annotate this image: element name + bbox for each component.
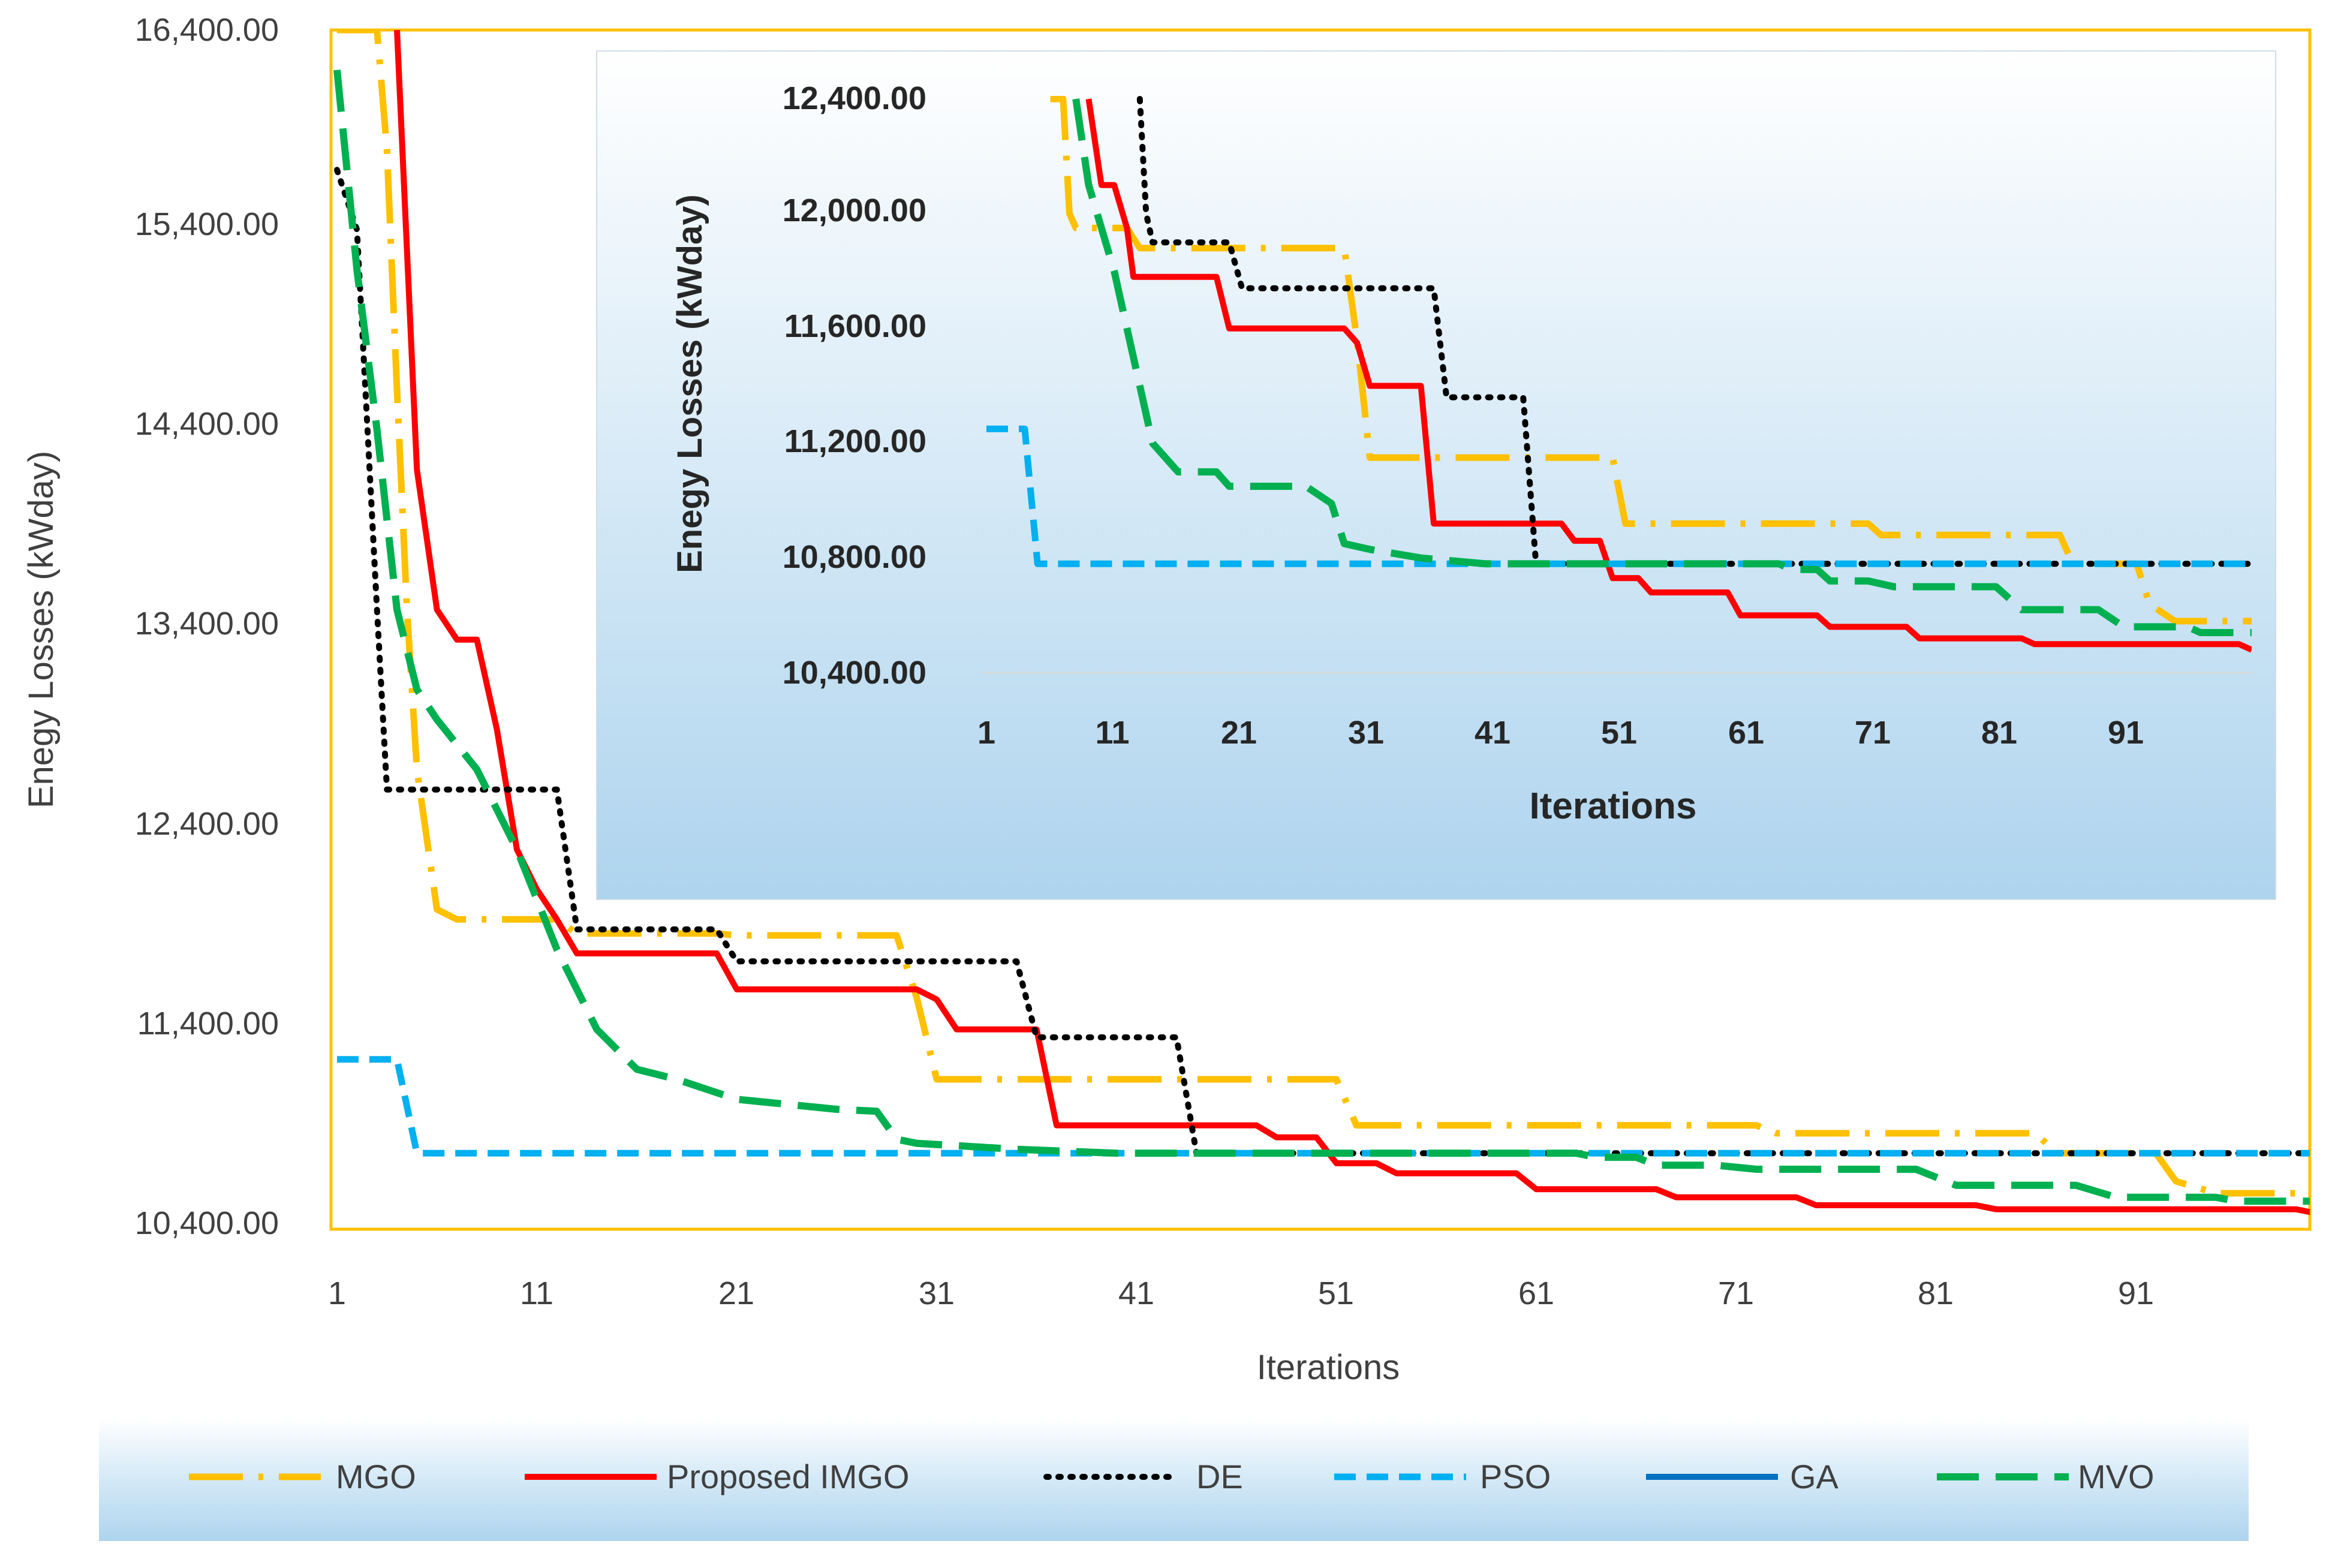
legend-item-ga[interactable]: GA (1646, 1458, 1839, 1495)
x-tick-label: 31 (919, 1275, 955, 1311)
chart-legend: MGO Proposed IMGO DE PSO GA MVO (189, 1458, 2155, 1495)
inset-y-axis-title: Enegy Losses (kWday) (670, 194, 709, 573)
main-series-line-pso (337, 1056, 2310, 1157)
legend-item-de[interactable]: DE (1043, 1458, 1243, 1495)
inset-x-axis: 1 11 21 31 41 51 61 71 81 91 (977, 715, 2144, 751)
main-x-axis: 1 11 21 31 41 51 61 71 81 91 (328, 1275, 2154, 1311)
legend-item-mgo[interactable]: MGO (189, 1458, 416, 1495)
legend-label-ga: GA (1790, 1458, 1839, 1495)
legend-item-proposed-imgo[interactable]: Proposed IMGO (525, 1458, 910, 1495)
inset-x-tick-label: 91 (2108, 715, 2144, 751)
inset-y-tick-label: 10,800.00 (783, 539, 926, 575)
y-tick-label: 15,400.00 (135, 206, 279, 242)
x-tick-label: 1 (328, 1275, 346, 1311)
legend-label-de: DE (1196, 1458, 1243, 1495)
legend-label-mvo: MVO (2078, 1458, 2155, 1495)
main-y-axis-title: Enegy Losses (kWday) (22, 451, 61, 808)
main-series-line-de (334, 167, 2310, 1157)
legend-item-mvo[interactable]: MVO (1937, 1458, 2155, 1495)
inset-x-tick-label: 1 (977, 715, 995, 751)
inset-x-axis-title: Iterations (1529, 785, 1696, 827)
inset-series-line-mvo (1072, 98, 2252, 636)
inset-x-tick-label: 61 (1728, 715, 1764, 751)
y-tick-label: 11,400.00 (137, 1006, 279, 1042)
y-tick-label: 12,400.00 (135, 806, 279, 842)
inset-x-tick-label: 31 (1348, 715, 1384, 751)
inset-x-tick-label: 41 (1475, 715, 1511, 751)
y-tick-label: 16,400.00 (135, 12, 279, 48)
x-tick-label: 51 (1318, 1275, 1354, 1311)
inset-y-axis: 10,400.00 10,800.00 11,200.00 11,600.00 … (783, 80, 926, 691)
x-tick-label: 41 (1118, 1275, 1154, 1311)
inset-series-line-de (1136, 96, 2252, 567)
inset-series-line-proposed-imgo (1085, 98, 2252, 653)
y-tick-label: 10,400.00 (135, 1205, 279, 1241)
main-series-line-proposed-imgo (394, 30, 2310, 1215)
x-tick-label: 81 (1918, 1275, 1954, 1311)
legend-label-mgo: MGO (336, 1458, 416, 1495)
inset-x-tick-label: 51 (1601, 715, 1637, 751)
inset-x-tick-label: 81 (1981, 715, 2017, 751)
y-tick-label: 14,400.00 (135, 406, 279, 442)
y-tick-label: 13,400.00 (135, 606, 279, 642)
legend-label-proposed-imgo: Proposed IMGO (667, 1458, 910, 1495)
inset-x-tick-label: 11 (1095, 715, 1129, 751)
inset-y-tick-label: 12,000.00 (783, 192, 926, 228)
main-x-axis-title: Iterations (1257, 1348, 1400, 1387)
inset-panel (596, 50, 2276, 900)
main-series-line-mvo (333, 70, 2310, 1205)
legend-box (99, 1418, 2249, 1541)
x-tick-label: 91 (2118, 1275, 2154, 1311)
inset-series-group (986, 96, 2252, 653)
main-series-line-mgo (337, 30, 2310, 1197)
inset-x-tick-label: 71 (1855, 715, 1891, 751)
inset-y-tick-label: 12,400.00 (783, 80, 926, 116)
x-tick-label: 11 (520, 1275, 553, 1311)
inset-x-tick-label: 21 (1221, 715, 1257, 751)
x-tick-label: 21 (718, 1275, 754, 1311)
x-tick-label: 61 (1518, 1275, 1554, 1311)
inset-y-tick-label: 10,400.00 (783, 655, 926, 691)
inset-y-tick-label: 11,600.00 (784, 308, 926, 344)
legend-item-pso[interactable]: PSO (1334, 1458, 1551, 1495)
legend-label-pso: PSO (1480, 1458, 1551, 1495)
main-series-group (333, 30, 2310, 1215)
main-y-axis: 10,400.00 11,400.00 12,400.00 13,400.00 … (135, 12, 279, 1241)
inset-y-tick-label: 11,200.00 (784, 423, 926, 459)
x-tick-label: 71 (1718, 1275, 1754, 1311)
